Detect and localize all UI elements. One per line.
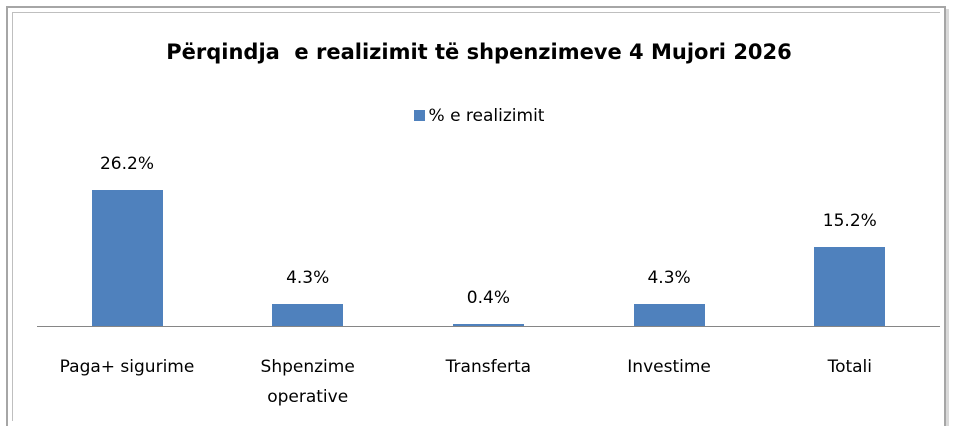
x-axis xyxy=(37,326,940,327)
bar xyxy=(452,323,524,326)
value-label: 4.3% xyxy=(647,267,691,288)
legend-label: % e realizimit xyxy=(428,106,545,126)
x-tick-label: Shpenzime operative xyxy=(260,357,355,407)
bar xyxy=(272,303,344,326)
legend-swatch xyxy=(413,110,425,121)
value-label: 0.4% xyxy=(466,287,510,308)
chart-title: Përqindja e realizimit të shpenzimeve 4 … xyxy=(166,40,792,64)
x-tick-label: Totali xyxy=(827,357,873,377)
plot-frame xyxy=(12,12,940,421)
value-label: 15.2% xyxy=(822,211,877,232)
value-label: 4.3% xyxy=(286,267,330,288)
bar xyxy=(633,303,705,326)
bar xyxy=(91,190,163,326)
x-tick-label: Investime xyxy=(627,357,711,377)
bar xyxy=(814,247,886,326)
x-tick-label: Transferta xyxy=(445,357,532,377)
legend: % e realizimit xyxy=(0,106,958,126)
value-label: 26.2% xyxy=(99,154,154,174)
chart-frame xyxy=(6,6,946,426)
x-tick-label: Paga+ sigurime xyxy=(59,357,195,377)
